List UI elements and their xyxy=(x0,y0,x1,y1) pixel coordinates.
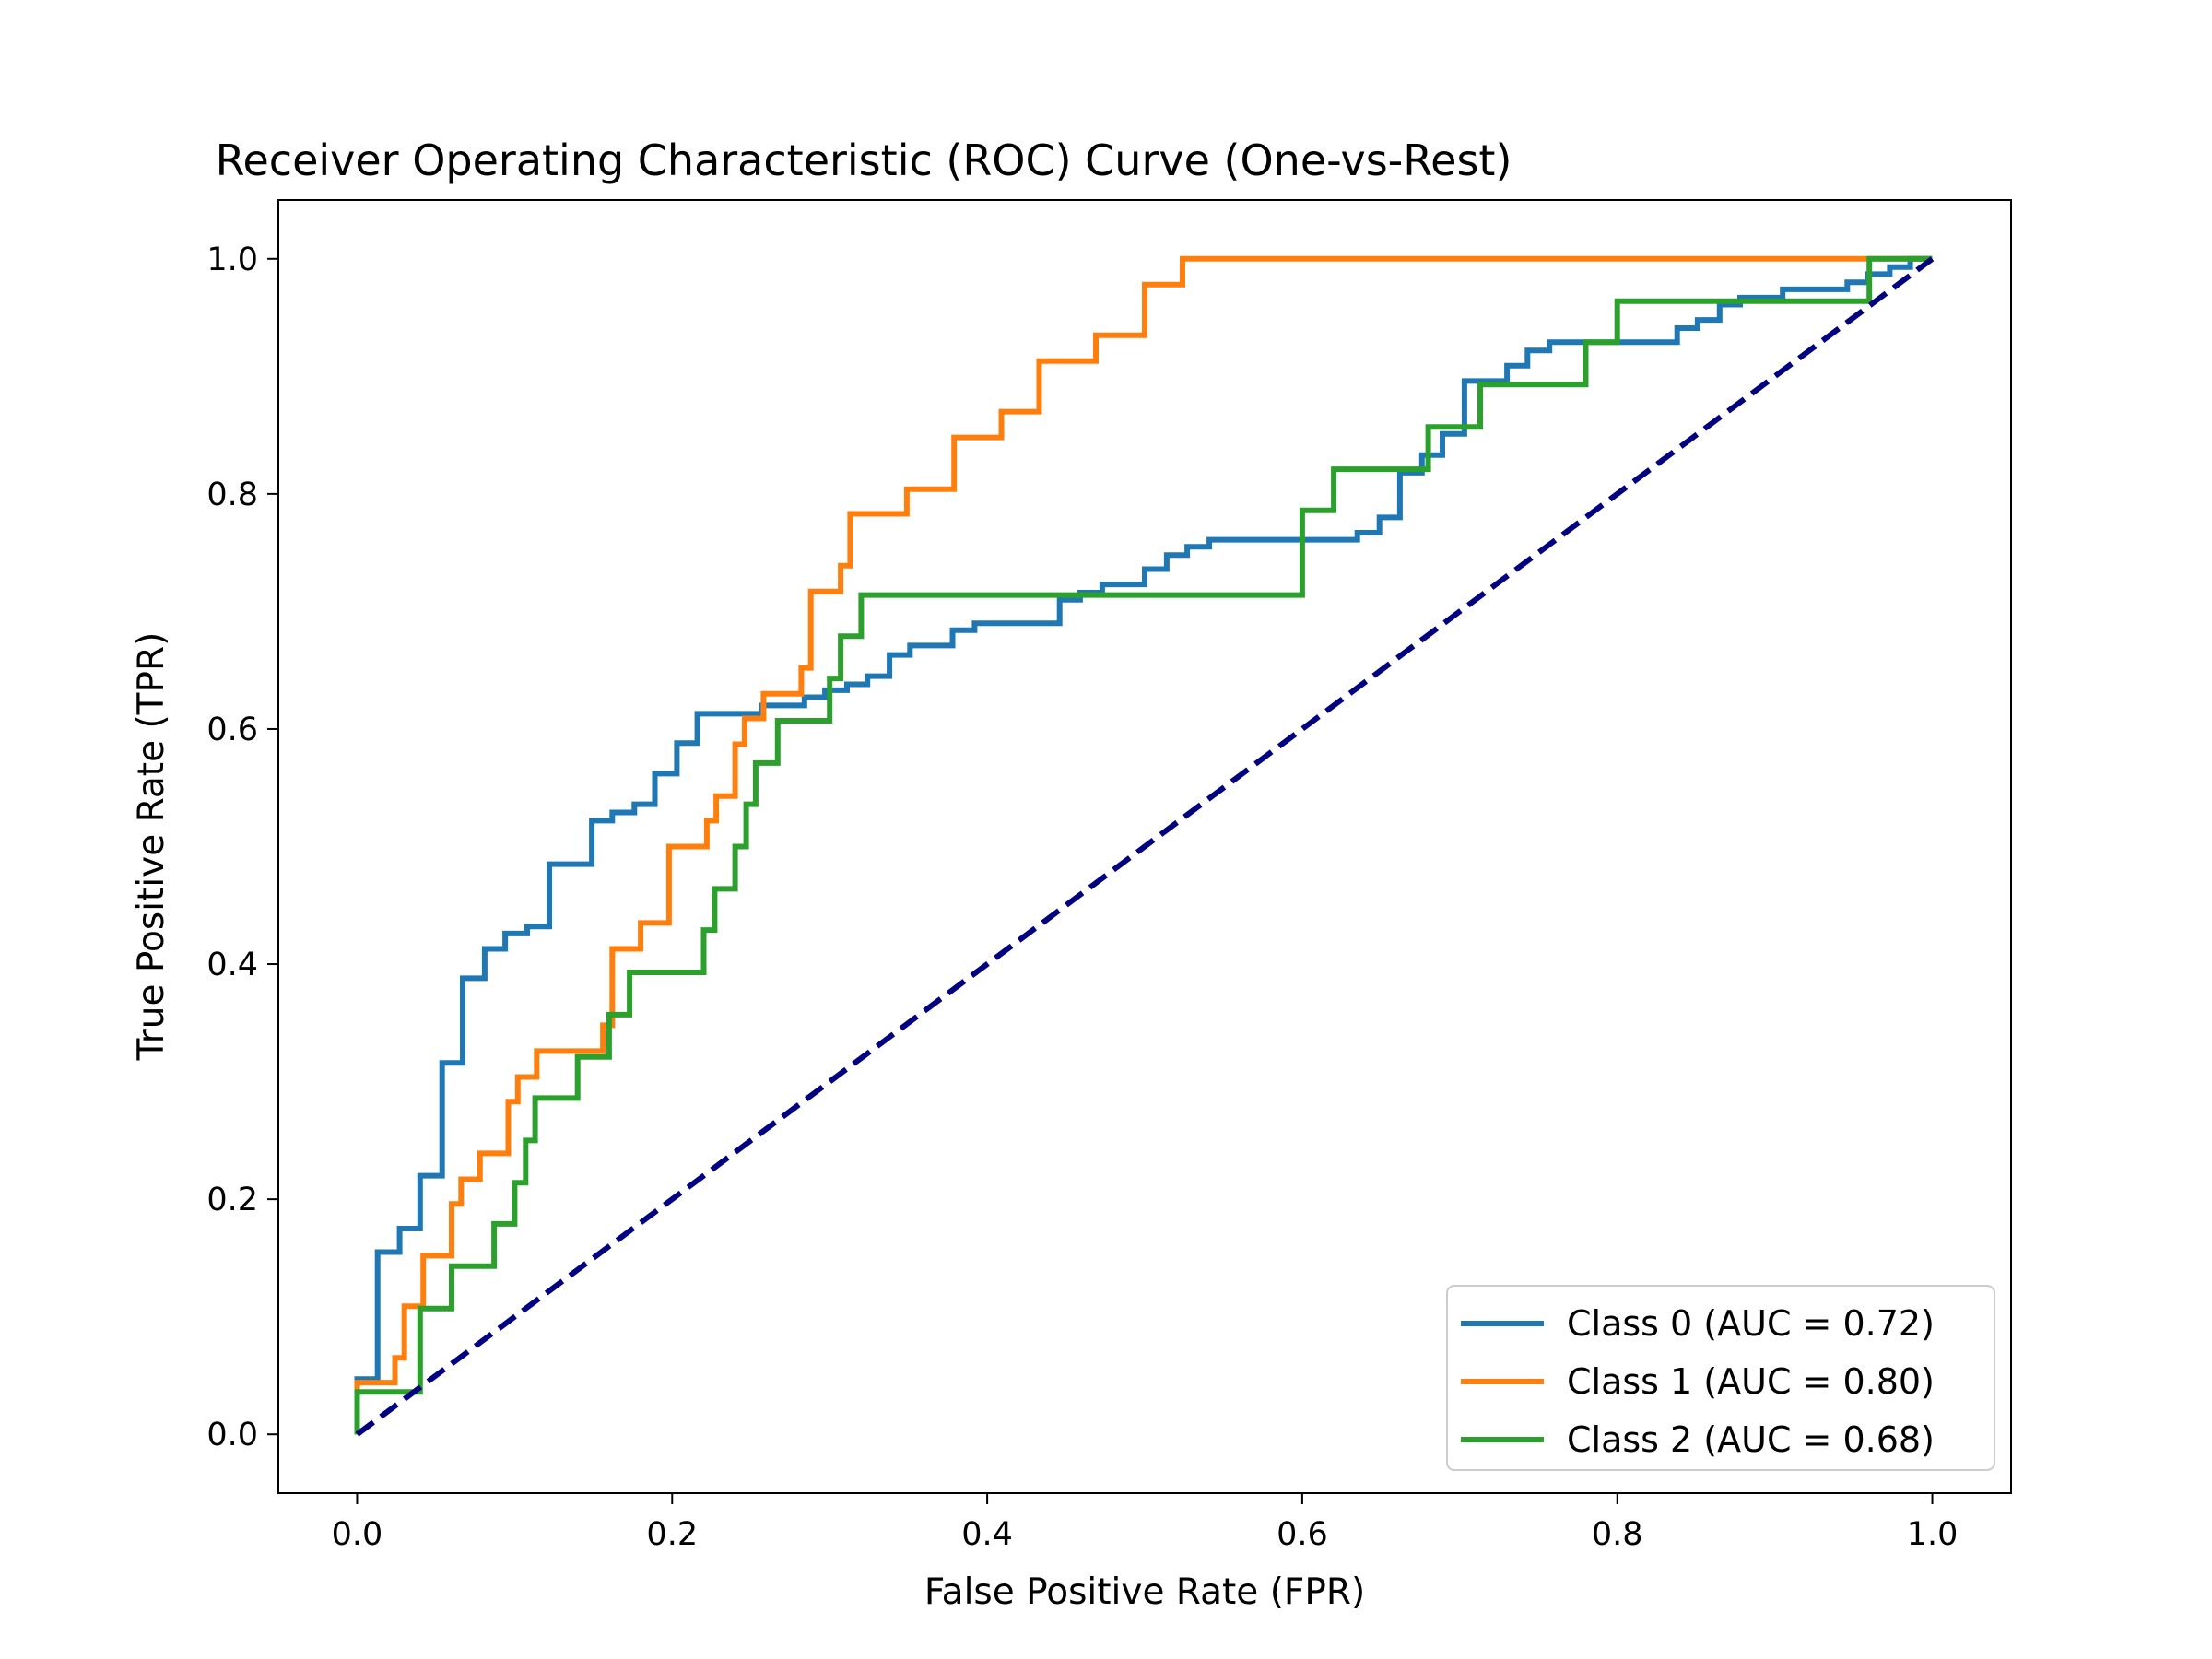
chance-diagonal-line xyxy=(355,256,1935,1437)
legend-entry: Class 1 (AUC = 0.80) xyxy=(1567,1361,1935,1402)
y-axis-ticks: 0.0 0.2 0.4 0.6 0.8 1.0 xyxy=(206,241,278,1453)
y-axis-label: True Positive Rate (TPR) xyxy=(131,632,172,1062)
chart-title: Receiver Operating Characteristic (ROC) … xyxy=(216,135,1512,185)
legend-entry: Class 2 (AUC = 0.68) xyxy=(1567,1419,1935,1460)
plot-area xyxy=(277,199,2012,1494)
x-tick-label: 0.2 xyxy=(646,1516,698,1553)
legend-entry: Class 0 (AUC = 0.72) xyxy=(1567,1303,1935,1344)
x-tick-label: 0.4 xyxy=(961,1516,1013,1553)
x-tick-label: 0.6 xyxy=(1277,1516,1328,1553)
series-layer xyxy=(354,255,1935,1437)
legend: Class 0 (AUC = 0.72) Class 1 (AUC = 0.80)… xyxy=(1446,1285,1995,1471)
y-tick-label: 1.0 xyxy=(206,241,258,278)
x-tick-label: 0.0 xyxy=(332,1516,383,1553)
legend-box xyxy=(1446,1285,1995,1471)
y-tick-label: 0.2 xyxy=(206,1182,258,1218)
x-tick-label: 1.0 xyxy=(1907,1516,1959,1553)
roc-curve-class-0 xyxy=(354,255,1933,1435)
x-axis-ticks: 0.0 0.2 0.4 0.6 0.8 1.0 xyxy=(332,1493,1959,1553)
y-tick-label: 0.6 xyxy=(206,712,258,748)
x-tick-label: 0.8 xyxy=(1592,1516,1643,1553)
x-axis-label: False Positive Rate (FPR) xyxy=(924,1571,1365,1613)
y-tick-label: 0.4 xyxy=(206,947,258,983)
y-tick-label: 0.0 xyxy=(206,1417,258,1453)
roc-curve-class-2 xyxy=(354,255,1933,1435)
roc-curve-class-1 xyxy=(354,255,1933,1435)
axes-frame xyxy=(277,199,2012,1494)
y-tick-label: 0.8 xyxy=(206,477,258,513)
